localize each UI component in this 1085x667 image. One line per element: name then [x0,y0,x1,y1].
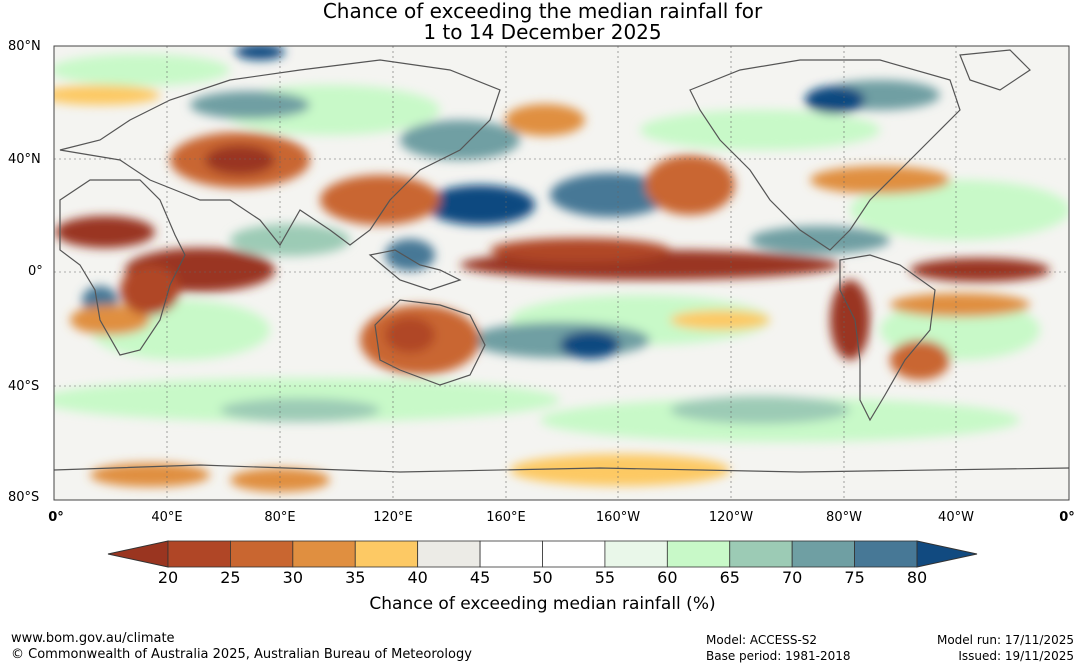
colorbar-label: Chance of exceeding median rainfall (%) [369,594,716,614]
lat-label-80s: 80°S [8,490,40,505]
lon-label-120w: 120°W [708,510,754,525]
colorbar-tick-label: 45 [469,568,491,587]
colorbar-tick-label: 50 [532,568,553,587]
coastlines [54,49,1069,473]
model-name: Model: ACCESS-S2 [706,633,818,647]
colorbar-bin [167,540,231,568]
colorbar-bin [666,540,731,568]
lat-label-0: 0° [28,264,43,279]
colorbar-bin [854,540,918,568]
gridlines [54,46,1069,500]
colorbar-bin [729,540,793,568]
colorbar-bin [791,540,855,568]
lon-label-160w: 160°W [595,510,641,525]
colorbar-tick-label: 75 [844,568,865,587]
colorbar-tick-label: 35 [345,568,366,587]
lon-label-40e: 40°E [151,510,183,525]
website-link[interactable]: www.bom.gov.au/climate [11,631,175,646]
colorbar-tick-label: 25 [220,568,241,587]
map-title-line2: 1 to 14 December 2025 [423,20,662,44]
colorbar-tick-label: 70 [781,568,803,587]
lon-label-120e: 120°E [373,510,413,525]
colorbar-tick-label: 65 [719,568,740,587]
colorbar-bin [542,540,606,568]
colorbar-over-arrow [916,540,978,568]
colorbar-bin [354,540,419,568]
copyright-text: © Commonwealth of Australia 2025, Austra… [11,647,472,662]
colorbar-under-arrow [107,540,169,568]
colorbar-bin [604,540,668,568]
base-period: Base period: 1981-2018 [706,649,851,663]
colorbar-tick-label: 40 [407,568,428,587]
colorbar-tick-label: 20 [157,568,179,587]
lat-label-40s: 40°S [8,379,40,394]
colorbar-tick-label: 30 [282,568,304,587]
map-area [54,46,1069,500]
lon-label-0-right: 0° [1059,510,1075,525]
map-frame [53,45,1070,501]
lon-label-160e: 160°E [486,510,526,525]
colorbar-bin [230,540,294,568]
rainfall-map [53,45,1070,501]
colorbar-bin [292,540,356,568]
colorbar-tick-label: 60 [657,568,678,587]
colorbar-tick-label: 80 [906,568,928,587]
lon-label-40w: 40°W [938,510,974,525]
lon-label-80w: 80°W [826,510,862,525]
lon-label-80e: 80°E [264,510,296,525]
map-title-line1: Chance of exceeding the median rainfall … [322,0,763,23]
colorbar-tick-label: 55 [594,568,616,587]
model-run-date: Model run: 17/11/2025 [936,633,1074,647]
issued-date: Issued: 19/11/2025 [958,649,1074,663]
colorbar-bin [417,540,481,568]
lat-label-40n: 40°N [8,152,41,167]
lat-label-80n: 80°N [8,39,41,54]
lon-label-0-left: 0° [48,510,64,525]
colorbar-bin [479,540,543,568]
